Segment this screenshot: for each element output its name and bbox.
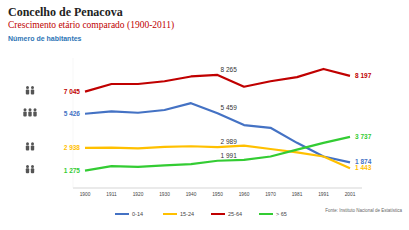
legend-swatch — [211, 213, 225, 215]
chart: Concelho de PenacovaCrescimento etário c… — [0, 0, 409, 230]
legend-label: > 65 — [276, 211, 287, 217]
source: Fonte: Instituto Nacional de Estatística — [325, 208, 402, 213]
data-label: 3 737 — [355, 133, 372, 140]
x-tick-label: 1900 — [80, 192, 91, 197]
x-tick-label: 2001 — [345, 192, 356, 197]
legend-swatch — [115, 213, 129, 215]
legend-swatch — [259, 213, 273, 215]
y-label: Número de habitantes — [8, 35, 82, 42]
icon — [26, 86, 34, 94]
data-label: 2 938 — [64, 144, 81, 151]
icon — [26, 142, 34, 150]
series-line — [85, 146, 350, 169]
data-label: 2 989 — [221, 138, 238, 145]
x-tick-label: 1960 — [239, 192, 250, 197]
x-tick-label: 1991 — [318, 192, 329, 197]
x-tick-label: 1930 — [159, 192, 170, 197]
data-label: 1 443 — [355, 164, 372, 171]
title: Concelho de Penacova — [8, 5, 123, 19]
x-tick-label: 1920 — [133, 192, 144, 197]
data-label: 1 275 — [64, 167, 81, 174]
x-tick-label: 1981 — [292, 192, 303, 197]
x-axis — [73, 188, 362, 189]
x-tick-label: 1970 — [265, 192, 276, 197]
legend-label: 25-64 — [228, 211, 242, 217]
icon — [23, 108, 36, 116]
legend-label: 0-14 — [132, 211, 143, 217]
data-label: 1 991 — [221, 152, 238, 159]
plot-area — [85, 69, 350, 171]
legend-swatch — [163, 213, 177, 215]
series-line — [85, 69, 350, 92]
x-tick-label: 1940 — [186, 192, 197, 197]
data-label: 7 045 — [64, 88, 81, 95]
legend-label: 15-24 — [180, 211, 194, 217]
data-label: 5 459 — [221, 104, 238, 111]
data-label: 8 197 — [355, 72, 372, 79]
series-line — [85, 137, 350, 171]
data-label: 8 265 — [221, 66, 238, 73]
data-label: 5 426 — [64, 110, 81, 117]
x-tick-label: 1950 — [212, 192, 223, 197]
icon — [26, 165, 34, 173]
subtitle: Crescimento etário comparado (1900-2011) — [8, 20, 174, 31]
x-tick-label: 1911 — [106, 192, 117, 197]
